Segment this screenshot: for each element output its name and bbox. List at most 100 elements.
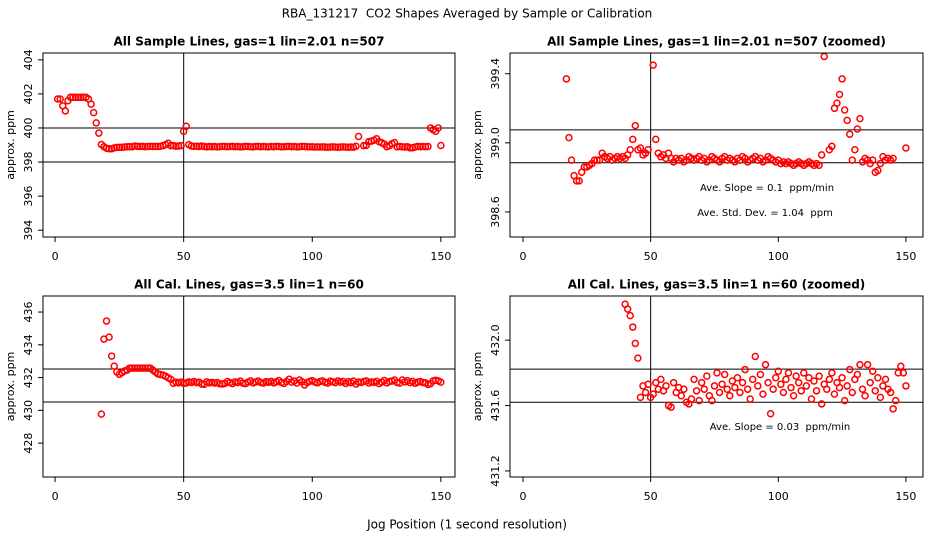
data-point bbox=[881, 375, 890, 384]
data-point bbox=[344, 143, 353, 151]
data-point bbox=[352, 142, 360, 150]
x-tick-label: 100 bbox=[302, 250, 323, 263]
data-point bbox=[272, 142, 281, 151]
data-point bbox=[321, 143, 329, 151]
data-point bbox=[221, 142, 229, 151]
data-point bbox=[223, 142, 232, 151]
data-point bbox=[891, 396, 900, 405]
data-point bbox=[723, 385, 731, 393]
x-axis-label: Jog Position (1 second resolution) bbox=[366, 518, 567, 532]
data-point bbox=[167, 141, 175, 150]
data-point bbox=[626, 311, 634, 320]
data-point bbox=[697, 378, 706, 387]
data-point bbox=[899, 369, 908, 377]
data-point bbox=[421, 142, 430, 151]
data-point bbox=[897, 362, 905, 371]
annotation: Ave. Slope = 0.03 ppm/min bbox=[710, 422, 850, 433]
data-point bbox=[241, 142, 250, 151]
data-point bbox=[779, 388, 788, 397]
points bbox=[562, 53, 910, 185]
data-point bbox=[305, 143, 314, 151]
data-point bbox=[437, 141, 445, 150]
data-point bbox=[718, 380, 726, 389]
panel-title: All Cal. Lines, gas=3.5 lin=1 n=60 bbox=[134, 278, 364, 292]
data-point bbox=[710, 382, 719, 390]
data-point bbox=[113, 143, 121, 152]
data-point bbox=[680, 385, 688, 393]
data-point bbox=[318, 143, 327, 151]
data-point bbox=[102, 317, 111, 325]
data-point bbox=[115, 143, 124, 152]
points bbox=[621, 300, 910, 418]
y-tick-label: 402 bbox=[22, 83, 35, 104]
data-point bbox=[720, 370, 729, 379]
data-point bbox=[777, 380, 785, 389]
data-point bbox=[316, 143, 324, 151]
data-point bbox=[313, 143, 322, 151]
y-tick-label: 399.4 bbox=[489, 58, 502, 90]
data-point bbox=[743, 385, 752, 393]
panel: All Cal. Lines, gas=3.5 lin=1 n=60 approx… bbox=[4, 278, 456, 503]
data-point bbox=[92, 119, 100, 127]
data-point bbox=[298, 142, 306, 151]
data-point bbox=[419, 142, 427, 151]
data-point bbox=[874, 374, 882, 382]
data-point bbox=[843, 116, 851, 125]
data-point bbox=[830, 390, 839, 398]
data-point bbox=[746, 395, 754, 403]
data-point bbox=[771, 374, 780, 382]
data-point bbox=[593, 156, 601, 164]
points bbox=[53, 93, 445, 153]
data-point bbox=[149, 142, 157, 151]
x-tick-label: 100 bbox=[768, 490, 789, 503]
data-point bbox=[77, 93, 85, 102]
data-point bbox=[817, 151, 826, 159]
data-point bbox=[820, 53, 828, 61]
x-tick-label: 50 bbox=[177, 250, 191, 263]
data-point bbox=[259, 142, 268, 151]
data-point bbox=[406, 144, 414, 152]
data-point bbox=[205, 142, 214, 151]
data-point bbox=[133, 142, 142, 151]
y-tick-label: 396 bbox=[22, 186, 35, 207]
data-point bbox=[636, 393, 645, 402]
data-point bbox=[815, 161, 823, 170]
plot-frame bbox=[42, 52, 456, 238]
data-point bbox=[595, 156, 604, 164]
data-point bbox=[97, 410, 106, 418]
x-tick-label: 100 bbox=[302, 490, 323, 503]
data-point bbox=[575, 177, 583, 185]
data-point bbox=[828, 142, 836, 151]
x-tick-label: 150 bbox=[895, 490, 916, 503]
data-point bbox=[792, 372, 800, 380]
data-point bbox=[805, 374, 813, 382]
data-point bbox=[789, 391, 798, 400]
data-point bbox=[56, 95, 64, 103]
data-point bbox=[629, 323, 637, 331]
data-point bbox=[741, 365, 749, 374]
y-tick-label: 431.6 bbox=[489, 390, 502, 422]
data-point bbox=[894, 369, 902, 377]
data-point bbox=[69, 93, 77, 102]
data-point bbox=[769, 385, 777, 393]
data-point bbox=[649, 390, 657, 398]
data-point bbox=[787, 383, 795, 392]
annotation: Ave. Std. Dev. = 1.04 ppm bbox=[697, 208, 833, 219]
data-point bbox=[838, 374, 846, 382]
data-point bbox=[833, 99, 841, 107]
data-point bbox=[835, 383, 844, 392]
data-point bbox=[143, 142, 152, 151]
data-point bbox=[874, 166, 882, 175]
data-point bbox=[123, 142, 131, 151]
data-point bbox=[703, 372, 711, 380]
data-point bbox=[231, 142, 239, 151]
data-point bbox=[713, 369, 721, 377]
data-point bbox=[843, 382, 851, 390]
data-point bbox=[262, 142, 270, 151]
y-tick-label: 434 bbox=[22, 334, 35, 355]
x-tick-label: 50 bbox=[644, 250, 658, 263]
data-point bbox=[282, 142, 291, 151]
data-point bbox=[141, 142, 149, 151]
